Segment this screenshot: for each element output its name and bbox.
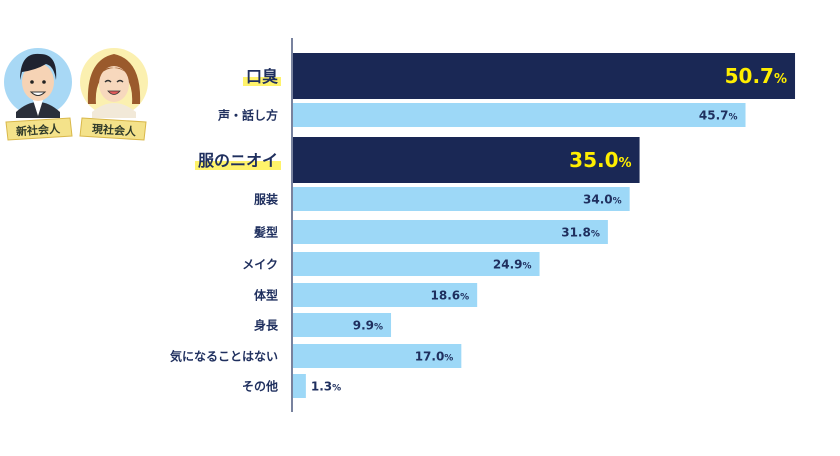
value-label: 31.8% bbox=[561, 225, 600, 239]
bar bbox=[293, 313, 392, 337]
value-unit: % bbox=[591, 229, 600, 239]
badge-ribbon bbox=[79, 117, 147, 141]
value-unit: % bbox=[774, 72, 787, 87]
bar bbox=[293, 374, 306, 398]
category-label: 身長 bbox=[254, 317, 279, 332]
value-label: 9.9% bbox=[353, 318, 383, 332]
category-label: 体型 bbox=[254, 287, 278, 302]
value-unit: % bbox=[460, 292, 469, 302]
value-unit: % bbox=[619, 156, 632, 171]
bar bbox=[293, 344, 462, 368]
hair-shape bbox=[20, 53, 57, 80]
value-label: 18.6% bbox=[431, 288, 470, 302]
value-unit: % bbox=[613, 196, 622, 206]
category-label: 気になることはない bbox=[170, 348, 278, 363]
bar bbox=[293, 137, 640, 183]
bar bbox=[293, 252, 540, 276]
value-label: 17.0% bbox=[415, 349, 454, 363]
badge-ribbon bbox=[5, 117, 73, 141]
bar bbox=[293, 187, 630, 211]
badge-text: 現社会人 bbox=[92, 121, 138, 138]
current-employee-illustration: 現社会人 bbox=[79, 48, 148, 141]
face-shape bbox=[99, 66, 129, 102]
category-label: その他 bbox=[242, 378, 278, 393]
value-unit: % bbox=[444, 353, 453, 363]
bar bbox=[293, 283, 478, 307]
value-unit: % bbox=[523, 261, 532, 271]
value-label: 34.0% bbox=[583, 192, 622, 206]
label-highlight-marker bbox=[242, 77, 281, 86]
badge-text: 新社会人 bbox=[16, 121, 62, 138]
value-unit: % bbox=[728, 112, 737, 122]
category-label: 口臭 bbox=[246, 67, 278, 86]
category-label: メイク bbox=[242, 257, 278, 271]
category-label: 服装 bbox=[254, 191, 278, 206]
new-employee-illustration: 新社会人 bbox=[4, 48, 73, 141]
category-label: 服のニオイ bbox=[198, 151, 278, 170]
bar bbox=[293, 53, 796, 99]
bar bbox=[293, 103, 746, 127]
bar bbox=[293, 220, 608, 244]
value-label: 24.9% bbox=[493, 257, 532, 271]
category-label: 髪型 bbox=[253, 224, 278, 239]
value-unit: % bbox=[332, 383, 341, 393]
bars-group: 口臭 50.7%声・話し方 45.7%服のニオイ 35.0%服装 34.0%髪型 31.8… bbox=[170, 53, 796, 398]
category-label: 声・話し方 bbox=[217, 107, 278, 122]
blouse-shape bbox=[92, 103, 136, 118]
value-label: 45.7% bbox=[699, 108, 738, 122]
hair-shape bbox=[87, 54, 141, 104]
value-label: 1.3% bbox=[311, 379, 341, 393]
label-highlight-marker bbox=[194, 161, 281, 170]
value-unit: % bbox=[374, 322, 383, 332]
